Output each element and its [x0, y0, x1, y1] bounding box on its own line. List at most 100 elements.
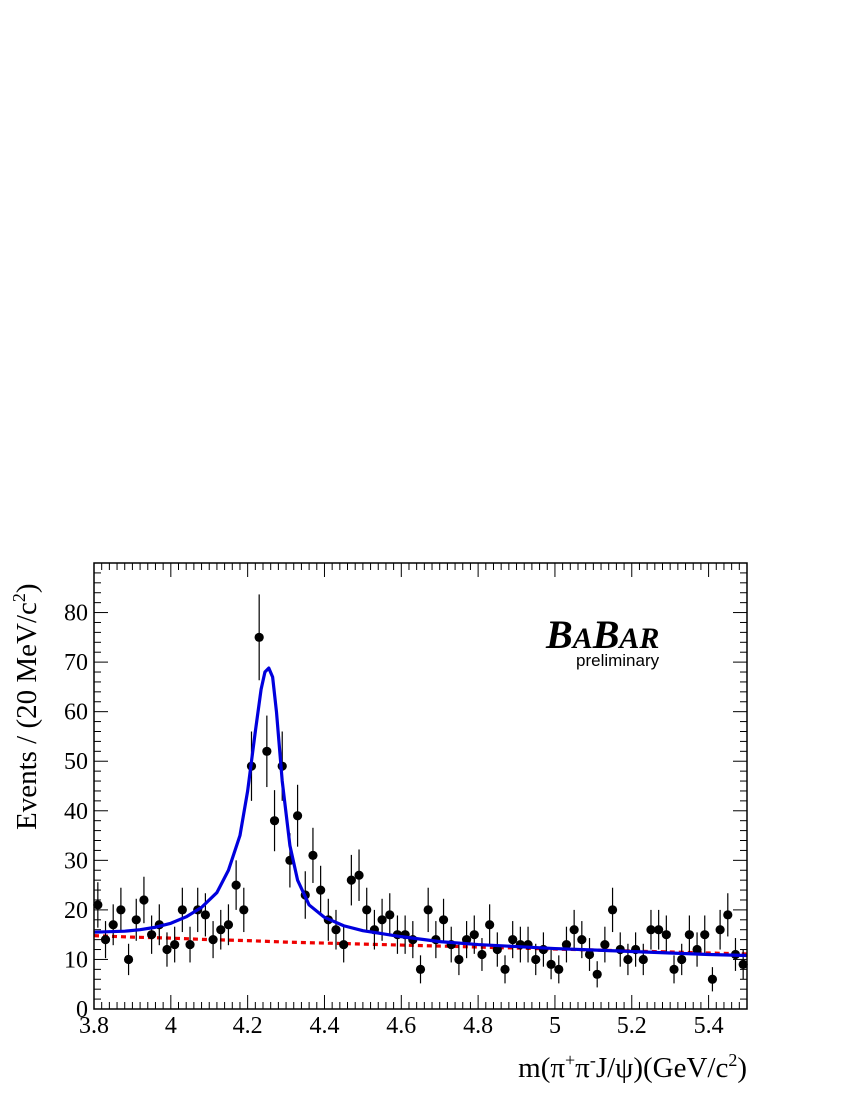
y-axis-title: Events / (20 MeV/c2) — [9, 583, 43, 830]
point-marker — [508, 935, 518, 945]
point-marker — [546, 959, 556, 970]
data-point — [569, 909, 579, 950]
point-marker — [123, 954, 134, 965]
y-tick-label: 20 — [64, 898, 88, 924]
axis-ticks — [93, 562, 748, 1010]
data-point — [684, 915, 694, 954]
data-point — [423, 887, 433, 933]
point-marker — [223, 920, 234, 930]
data-point — [477, 938, 487, 971]
data-point — [400, 915, 410, 954]
data-point — [123, 943, 134, 976]
data-point — [208, 921, 218, 959]
point-marker — [362, 905, 372, 915]
point-marker — [423, 905, 433, 915]
point-marker — [738, 959, 748, 970]
data-point — [723, 893, 733, 937]
data-point — [147, 915, 157, 954]
point-marker — [239, 905, 249, 915]
logo-text: BABAR — [545, 612, 659, 657]
logo-subtitle: preliminary — [576, 651, 660, 670]
data-point — [469, 915, 479, 954]
point-marker — [638, 954, 648, 965]
data-point — [677, 943, 687, 976]
point-marker — [677, 954, 687, 965]
point-marker — [216, 925, 226, 935]
point-marker — [170, 939, 180, 950]
point-marker — [116, 905, 126, 915]
point-marker — [469, 930, 479, 940]
point-marker — [385, 910, 395, 920]
point-marker — [131, 915, 141, 925]
point-marker — [531, 954, 541, 965]
data-point — [600, 926, 610, 963]
point-marker — [292, 811, 303, 821]
point-marker — [354, 870, 364, 880]
data-point — [200, 893, 210, 937]
data-point — [531, 943, 541, 976]
point-marker — [623, 954, 633, 965]
y-tick-label: 80 — [64, 601, 88, 627]
y-tick-label: 40 — [64, 799, 88, 825]
data-point — [108, 904, 118, 946]
point-marker — [600, 939, 610, 950]
point-marker — [477, 949, 487, 960]
point-marker — [139, 895, 149, 905]
point-marker — [108, 920, 118, 930]
point-marker — [684, 930, 694, 940]
data-point — [692, 932, 702, 967]
point-marker — [177, 905, 187, 915]
y-tick-label: 0 — [76, 997, 88, 1023]
point-marker — [308, 850, 318, 860]
x-axis-title: m(π+π-J/ψ)(GeV/c2) — [518, 1050, 747, 1084]
point-marker — [654, 925, 664, 935]
data-point — [216, 909, 226, 950]
data-point — [162, 932, 172, 967]
data-point — [446, 926, 456, 963]
data-point — [170, 926, 180, 963]
x-tick-label: 4.6 — [386, 1013, 416, 1039]
point-marker — [377, 915, 387, 925]
point-marker — [500, 964, 510, 974]
x-tick-label: 4.8 — [463, 1013, 493, 1039]
x-tick-label: 4.4 — [309, 1013, 339, 1039]
data-point — [561, 926, 572, 963]
y-tick-label: 50 — [64, 749, 88, 775]
point-marker — [561, 939, 572, 950]
point-marker — [231, 880, 241, 890]
data-point — [461, 921, 472, 959]
point-marker — [646, 925, 656, 935]
point-marker — [200, 910, 210, 920]
point-marker — [485, 920, 495, 930]
data-point — [93, 882, 103, 928]
data-point — [631, 932, 641, 967]
data-point — [116, 887, 126, 933]
point-marker — [185, 939, 195, 950]
x-tick-label: 4.2 — [233, 1013, 263, 1039]
data-point — [177, 887, 187, 933]
point-marker — [715, 925, 725, 935]
data-point — [362, 887, 372, 933]
data-point — [500, 955, 510, 984]
point-marker — [346, 875, 356, 885]
point-marker — [147, 930, 157, 940]
point-marker — [339, 939, 349, 950]
point-marker — [700, 930, 710, 940]
data-point — [331, 909, 341, 950]
data-point — [707, 967, 718, 992]
data-point — [139, 876, 149, 924]
data-point — [100, 921, 111, 959]
plot-frame — [93, 562, 748, 1010]
data-point — [454, 943, 464, 976]
data-point — [339, 926, 349, 963]
y-tick-label: 10 — [64, 947, 88, 973]
data-point — [346, 854, 356, 906]
x-tick-labels: 3.8 4 4.2 4.4 4.6 4.8 5 5.2 5.4 — [79, 1013, 724, 1039]
total-fit-layer — [93, 666, 748, 958]
data-point — [546, 949, 556, 980]
data-point — [646, 909, 656, 950]
experiment-logo: BABAR preliminary — [545, 612, 660, 670]
point-marker — [262, 746, 272, 756]
y-tick-label: 60 — [64, 700, 88, 726]
